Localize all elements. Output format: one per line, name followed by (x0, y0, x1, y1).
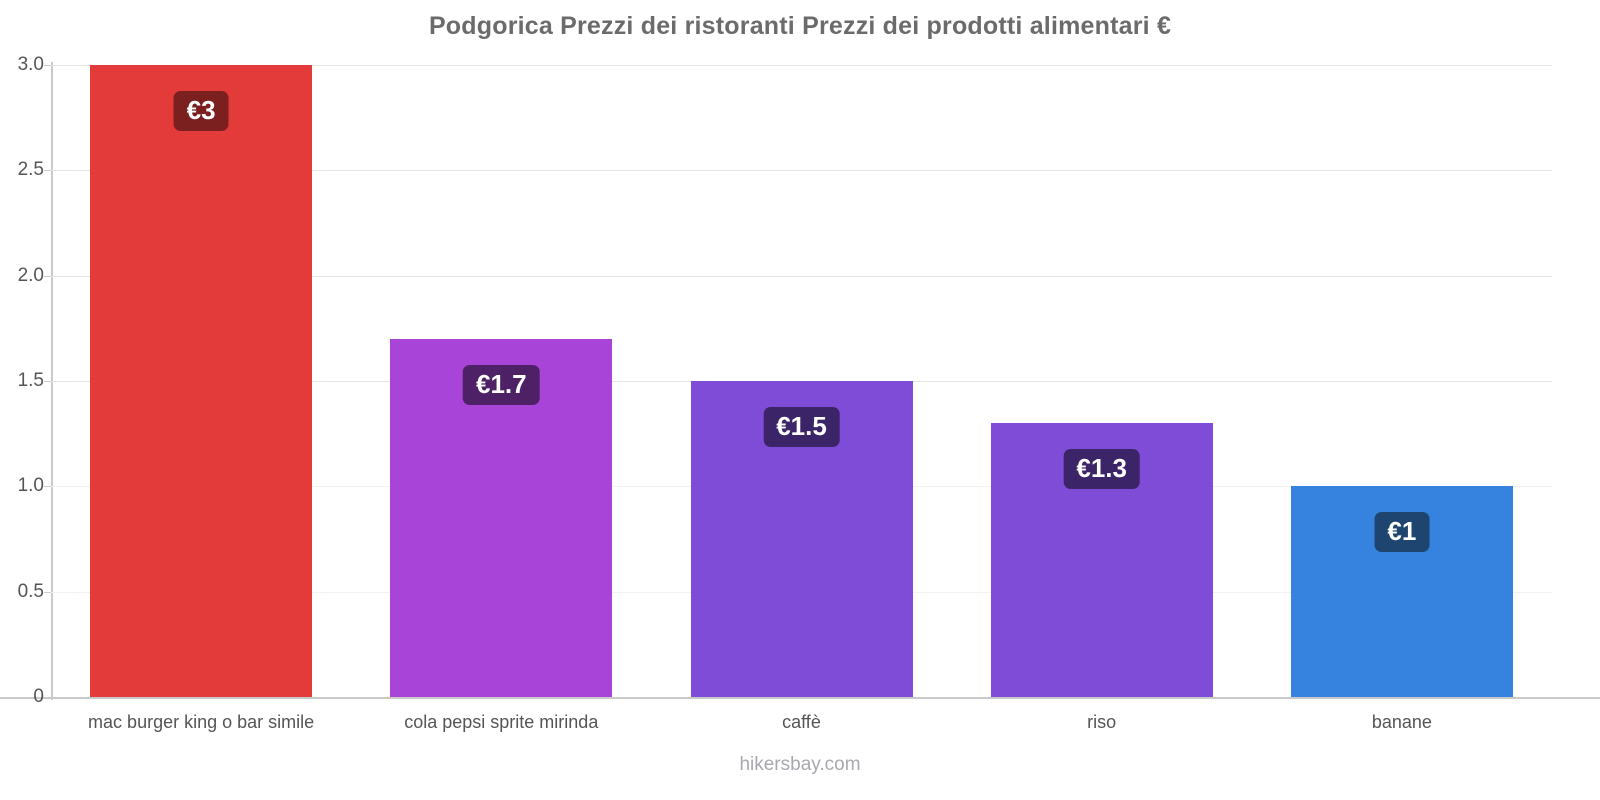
y-axis-tick-mark (44, 486, 52, 488)
bar-slot: €1.7 (390, 65, 613, 697)
x-axis-tick-label: cola pepsi sprite mirinda (404, 712, 599, 732)
bar[interactable] (90, 65, 313, 697)
y-axis-tick-label: 0.5 (17, 580, 44, 602)
bar-slot: €1.5 (690, 65, 913, 697)
y-axis-tick-mark (44, 275, 52, 277)
bar-slot: €1.3 (990, 65, 1213, 697)
x-axis-tick-label: caffè (782, 712, 821, 732)
y-axis-tick-mark (44, 65, 52, 66)
x-axis-tick-label: banane (1371, 712, 1432, 732)
y-axis-tick-zero (44, 697, 53, 699)
footer-watermark: hikersbay.com (739, 754, 861, 775)
y-axis-tick-label: 2.5 (17, 159, 44, 181)
bar-value-label: €1.3 (1063, 449, 1140, 490)
bar-value-label: €3 (173, 91, 229, 131)
y-axis-tick-mark (44, 591, 52, 593)
y-axis-tick-label: 3.0 (17, 54, 44, 75)
gridline (51, 65, 1552, 66)
y-axis-tick-label: 0 (33, 686, 44, 707)
y-axis-tick-label: 2.0 (17, 264, 44, 286)
bar-value-label: €1 (1374, 512, 1430, 553)
bar-value-label: €1.7 (462, 364, 540, 405)
x-axis-tick-label: mac burger king o bar simile (88, 712, 315, 732)
y-axis-tick-mark (44, 381, 52, 382)
y-axis-tick-label: 1.0 (17, 475, 44, 497)
y-axis-tick-mark (44, 170, 52, 172)
x-axis-tick-label: riso (1087, 712, 1117, 732)
gridline (51, 275, 1552, 277)
gridline (51, 170, 1552, 172)
bar-slot: €3 (90, 65, 313, 697)
x-axis-spine (0, 697, 1600, 699)
chart-title: Podgorica Prezzi dei ristoranti Prezzi d… (428, 12, 1172, 40)
bar-value-label: €1.5 (763, 407, 840, 447)
y-axis-tick-label: 1.5 (17, 370, 44, 391)
plot-area: €3 €1.7 €1.5 €1.3 €1 (51, 65, 1552, 697)
bar-slot: €1 (1290, 65, 1513, 697)
